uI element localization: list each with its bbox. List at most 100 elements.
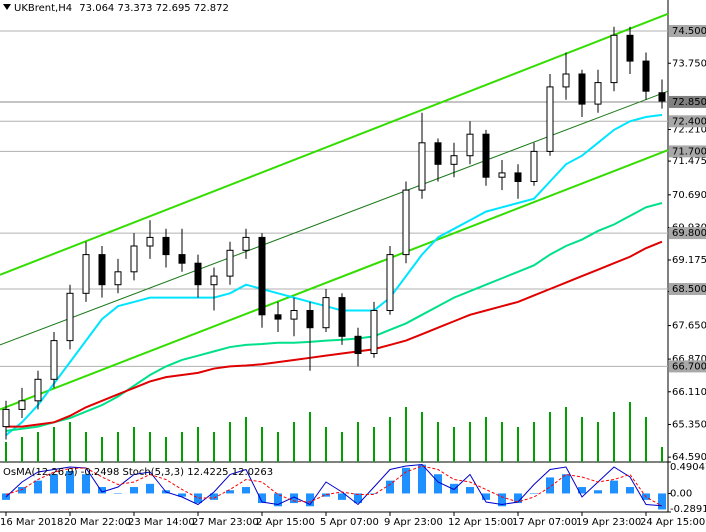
x-tick-label: 5 Apr 07:00 bbox=[320, 517, 379, 528]
last-close: 72.872 bbox=[194, 3, 229, 14]
candle-body bbox=[626, 34, 634, 62]
y-tick-label: 67.650 bbox=[672, 321, 706, 332]
candle-body bbox=[466, 133, 474, 157]
candle-body bbox=[210, 275, 218, 286]
level-label: 74.500 bbox=[672, 26, 706, 37]
candle-body bbox=[130, 245, 138, 273]
candle-body bbox=[610, 34, 618, 84]
candle-body bbox=[242, 236, 250, 251]
osma-bar bbox=[66, 471, 74, 494]
y-tick-label: 66.870 bbox=[672, 354, 706, 365]
osma-bar bbox=[450, 483, 458, 494]
candle-body bbox=[514, 172, 522, 183]
osma-bar bbox=[274, 493, 282, 507]
candle-body bbox=[434, 142, 442, 165]
osma-bar bbox=[114, 493, 122, 494]
level-label-bg bbox=[669, 360, 706, 373]
candle-body bbox=[402, 189, 410, 256]
y-tick-label: 64.590 bbox=[672, 452, 706, 463]
osma-bar bbox=[98, 487, 106, 494]
osma-bar bbox=[50, 474, 58, 494]
osma-bar bbox=[546, 477, 554, 494]
x-tick-label: 23 Mar 14:00 bbox=[128, 517, 195, 528]
stoch-title: Stoch(5,3,3) bbox=[123, 467, 185, 478]
x-tick-label: 17 Apr 07:00 bbox=[512, 517, 577, 528]
level-label-bg bbox=[669, 115, 706, 128]
candle-body bbox=[530, 150, 538, 183]
candle-body bbox=[274, 314, 282, 320]
osma-bar bbox=[610, 480, 618, 494]
osma-bar bbox=[562, 474, 570, 494]
level-label: 72.850 bbox=[672, 97, 706, 108]
candle-body bbox=[578, 73, 586, 105]
osma-bar bbox=[386, 480, 394, 494]
candle-body bbox=[162, 236, 170, 256]
indicator-line bbox=[5, 113, 663, 436]
candle-body bbox=[386, 254, 394, 312]
osma-bar bbox=[530, 493, 538, 494]
level-label-bg bbox=[669, 283, 706, 296]
indicator-line bbox=[5, 463, 663, 507]
symbol-title: UKBrent,H4 bbox=[14, 3, 72, 14]
candle-body bbox=[370, 310, 378, 355]
x-tick-label: 12 Apr 15:00 bbox=[448, 517, 513, 528]
osma-bar bbox=[290, 493, 298, 504]
osma-bar bbox=[482, 493, 490, 500]
oscillator-header: OsMA(12,26,9) -0.2498 Stoch(5,3,3) 12.42… bbox=[3, 467, 273, 478]
candle-body bbox=[418, 142, 426, 191]
candle-body bbox=[114, 271, 122, 286]
candle-body bbox=[498, 172, 506, 178]
x-tick-label: 9 Apr 23:00 bbox=[384, 517, 443, 528]
osma-title: OsMA(12,26,9) bbox=[3, 467, 78, 478]
osma-value: -0.2498 bbox=[81, 467, 120, 478]
osma-bar bbox=[306, 493, 314, 507]
x-tick-label: 19 Apr 23:00 bbox=[576, 517, 641, 528]
dropdown-icon bbox=[3, 4, 11, 10]
candle-body bbox=[658, 92, 666, 102]
candle-body bbox=[82, 254, 90, 294]
level-label: 69.800 bbox=[672, 228, 706, 239]
candle-body bbox=[306, 310, 314, 329]
level-label: 66.700 bbox=[672, 361, 706, 372]
osma-bar bbox=[514, 493, 522, 504]
osma-bar bbox=[178, 493, 186, 497]
x-tick-label: 24 Apr 15:00 bbox=[640, 517, 705, 528]
y-tick-label: 70.690 bbox=[672, 190, 706, 201]
channel-line bbox=[0, 149, 669, 411]
x-tick-label: 27 Mar 23:00 bbox=[192, 517, 259, 528]
candle-body bbox=[482, 133, 490, 178]
candle-body bbox=[450, 155, 458, 165]
osma-bar bbox=[658, 493, 666, 510]
x-tick-label: 20 Mar 22:00 bbox=[64, 517, 131, 528]
candle-body bbox=[2, 408, 10, 428]
header-bg bbox=[0, 0, 196, 15]
y-tick-label: 71.475 bbox=[672, 156, 706, 167]
level-label-bg bbox=[669, 95, 706, 108]
level-label-bg bbox=[669, 25, 706, 38]
candle-body bbox=[562, 73, 570, 88]
stoch-signal-value: 12.0263 bbox=[232, 467, 273, 478]
candle-body bbox=[34, 378, 42, 402]
osma-bar bbox=[146, 483, 154, 494]
osma-bar bbox=[34, 480, 42, 494]
candle-body bbox=[98, 254, 106, 286]
candle-body bbox=[258, 236, 266, 316]
candle-body bbox=[146, 236, 154, 247]
candle-body bbox=[66, 292, 74, 342]
candle-body bbox=[642, 60, 650, 92]
last-open: 73.064 bbox=[79, 3, 114, 14]
candle-body bbox=[226, 249, 234, 277]
candle-body bbox=[322, 297, 330, 329]
osma-bar bbox=[418, 464, 426, 494]
y-tick-label: 73.750 bbox=[672, 58, 706, 69]
candle-body bbox=[18, 400, 26, 410]
channel-line bbox=[0, 12, 669, 276]
osma-bar bbox=[226, 490, 234, 494]
y-tick-label: 0.49047 bbox=[670, 462, 706, 473]
osma-bar bbox=[578, 487, 586, 494]
channel-line bbox=[0, 90, 669, 346]
osma-bar bbox=[210, 493, 218, 500]
